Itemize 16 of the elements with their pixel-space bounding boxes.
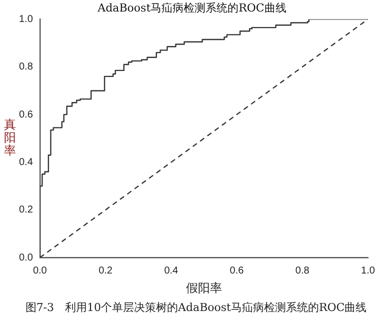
y-tick-label: 0.2 xyxy=(18,204,34,216)
y-tick-label: 0.8 xyxy=(18,62,34,73)
y-axis-title: 真阳率 xyxy=(4,118,16,158)
x-tick-label: 0.8 xyxy=(295,265,310,276)
chart-title: AdaBoost马疝病检测系统的ROC曲线 xyxy=(96,1,286,14)
x-tick-label: 0.4 xyxy=(164,265,179,276)
x-tick-label: 0.0 xyxy=(32,265,48,276)
y-tick-label: 0.6 xyxy=(18,109,34,120)
x-tick-label: 0.2 xyxy=(98,265,113,276)
y-tick-label: 1.0 xyxy=(18,14,34,25)
caption: 图7-3 利用10个单层决策树的AdaBoost马疝病检测系统的ROC曲线 xyxy=(24,300,368,315)
x-tick-label: 0.6 xyxy=(230,265,244,276)
y-tick-label: 0.0 xyxy=(18,252,34,264)
x-axis-title: 假阳率 xyxy=(186,280,222,295)
y-tick-label: 0.4 xyxy=(18,156,34,168)
x-tick-label: 1.0 xyxy=(361,265,376,276)
